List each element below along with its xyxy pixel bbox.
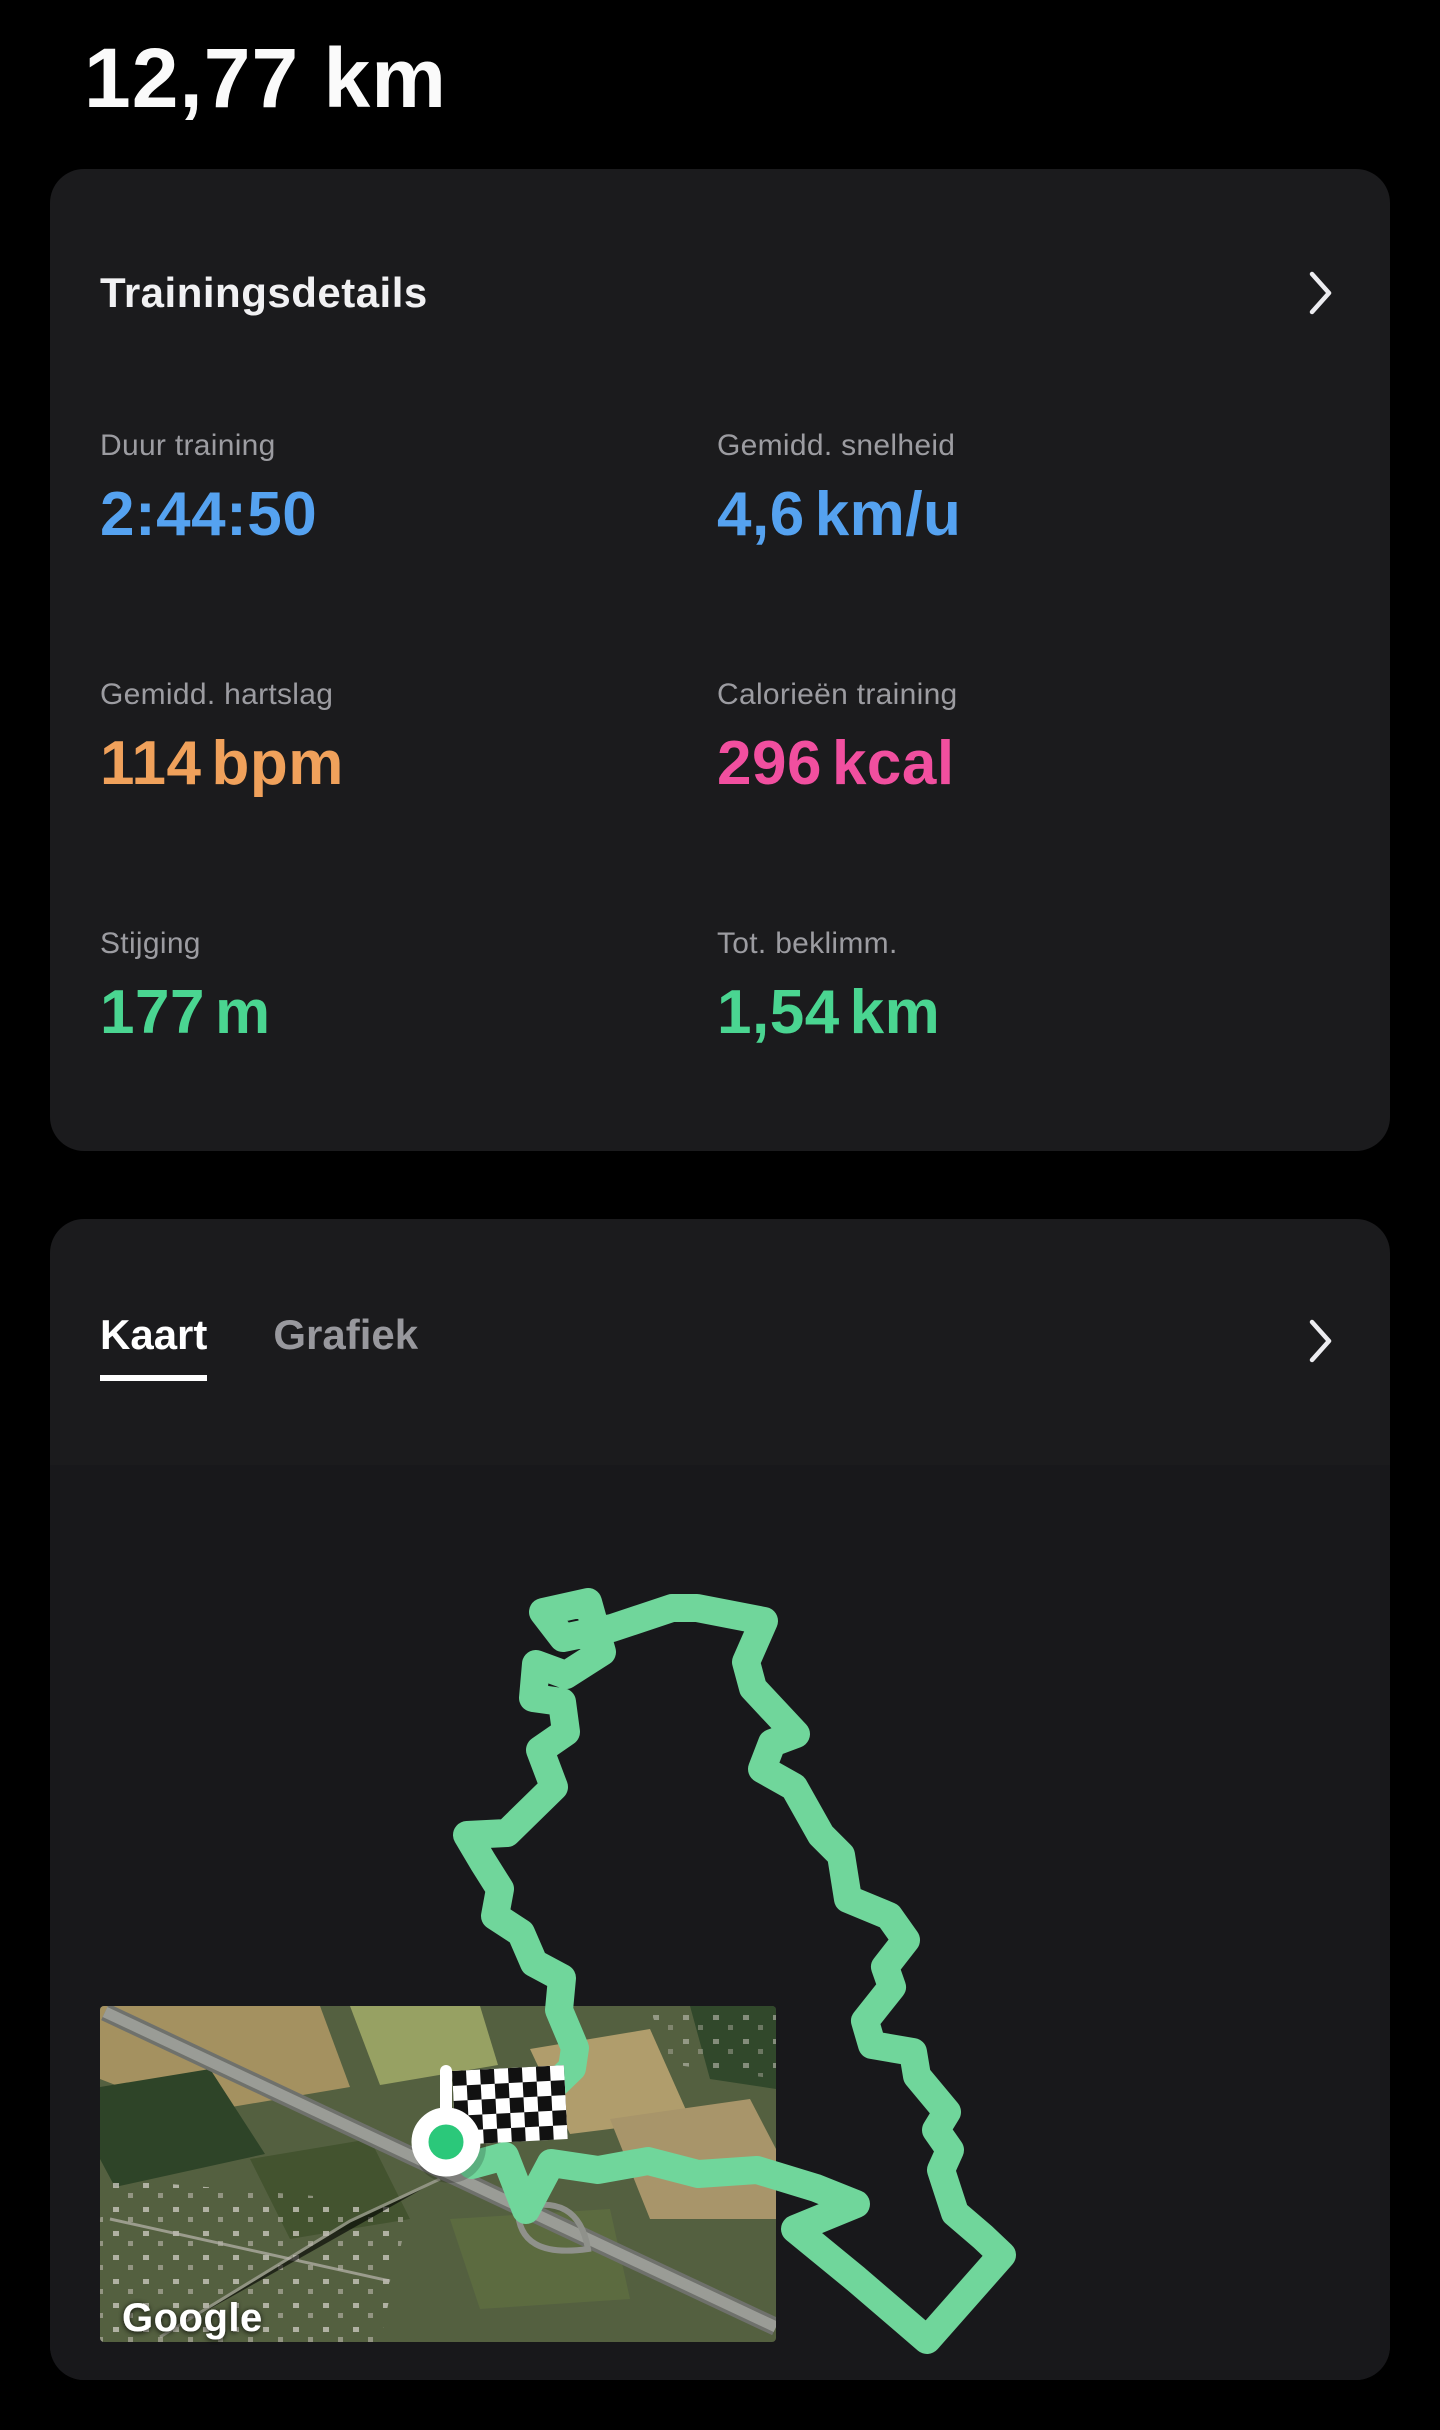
training-details-header[interactable]: Trainingsdetails: [100, 169, 1334, 317]
tab-grafiek[interactable]: Grafiek: [273, 1311, 419, 1358]
training-details-card: Trainingsdetails Duur training 2:44:50 G…: [50, 169, 1390, 1151]
stat-avg-heartrate: Gemidd. hartslag 114 bpm: [100, 678, 717, 799]
stat-calories: Calorieën training 296 kcal: [717, 678, 1334, 799]
map-card-tabs: Kaart Grafiek: [50, 1219, 1390, 1381]
training-details-title: Trainingsdetails: [100, 269, 428, 316]
map-card: Kaart Grafiek: [50, 1219, 1390, 2380]
chevron-right-icon[interactable]: [1308, 269, 1334, 317]
stat-value: 177 m: [100, 978, 271, 1047]
stat-value: 1,54 km: [717, 978, 941, 1047]
map-canvas[interactable]: Google: [50, 1219, 1390, 2380]
finish-flag-icon: [411, 2065, 568, 2183]
stat-value: 296 kcal: [717, 729, 955, 798]
stat-value: 4,6 km/u: [717, 480, 962, 549]
stat-value: 2:44:50: [100, 480, 318, 549]
stat-label: Gemidd. snelheid: [717, 429, 956, 462]
stat-label: Calorieën training: [717, 678, 958, 711]
route-start-marker: [411, 2107, 481, 2177]
chevron-right-icon[interactable]: [1308, 1317, 1334, 1365]
training-stats-grid: Duur training 2:44:50 Gemidd. snelheid 4…: [100, 429, 1334, 1048]
stat-duration: Duur training 2:44:50: [100, 429, 717, 550]
google-logo: Google: [122, 2296, 263, 2340]
stat-total-climb: Tot. beklimm. 1,54 km: [717, 927, 1334, 1048]
total-distance: 12,77 km: [84, 31, 447, 125]
route-polyline: [434, 1588, 1016, 2354]
stat-value: 114 bpm: [100, 729, 344, 798]
stat-label: Stijging: [100, 927, 201, 960]
stat-label: Gemidd. hartslag: [100, 678, 334, 711]
stat-label: Duur training: [100, 429, 276, 462]
workout-detail-screen: { "colors": { "page_bg": "#000000", "car…: [0, 30, 1440, 2430]
stat-elevation-gain: Stijging 177 m: [100, 927, 717, 1048]
stat-label: Tot. beklimm.: [717, 927, 898, 960]
stat-avg-speed: Gemidd. snelheid 4,6 km/u: [717, 429, 1334, 550]
tab-kaart[interactable]: Kaart: [100, 1311, 208, 1381]
